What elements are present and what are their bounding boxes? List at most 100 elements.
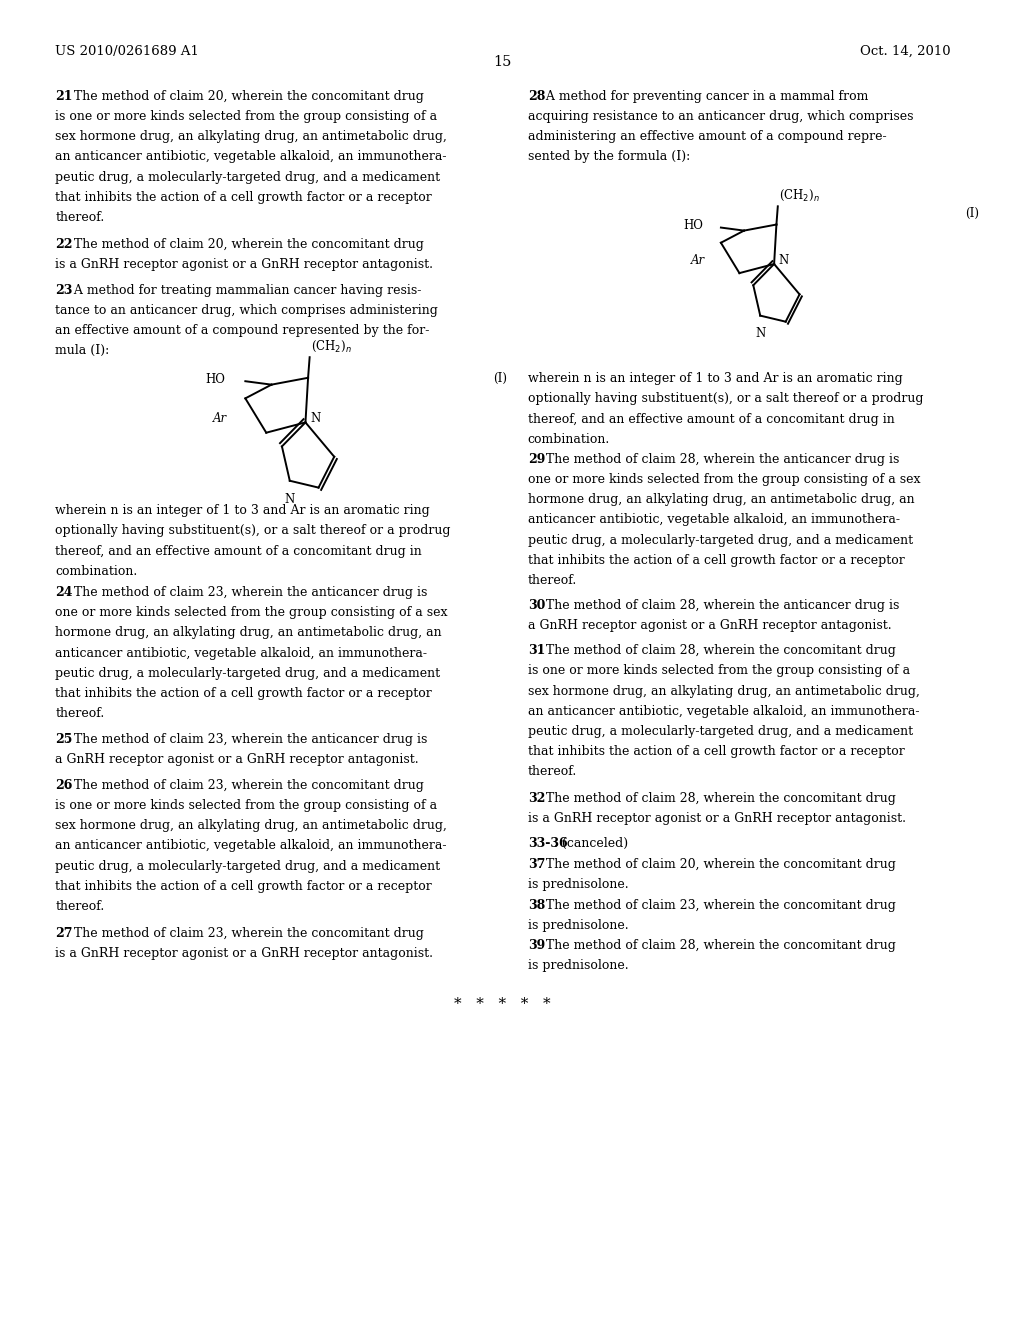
Text: N: N [755, 326, 765, 339]
Text: is one or more kinds selected from the group consisting of a: is one or more kinds selected from the g… [527, 664, 910, 677]
Text: thereof.: thereof. [527, 766, 578, 779]
Text: . The method of claim 28, wherein the anticancer drug is: . The method of claim 28, wherein the an… [539, 453, 900, 466]
Text: an effective amount of a compound represented by the for-: an effective amount of a compound repres… [55, 325, 430, 337]
Text: that inhibits the action of a cell growth factor or a receptor: that inhibits the action of a cell growt… [55, 879, 432, 892]
Text: that inhibits the action of a cell growth factor or a receptor: that inhibits the action of a cell growt… [55, 686, 432, 700]
Text: one or more kinds selected from the group consisting of a sex: one or more kinds selected from the grou… [527, 473, 921, 486]
Text: . The method of claim 20, wherein the concomitant drug: . The method of claim 20, wherein the co… [66, 90, 424, 103]
Text: 27: 27 [55, 927, 73, 940]
Text: . The method of claim 28, wherein the concomitant drug: . The method of claim 28, wherein the co… [539, 939, 896, 952]
Text: is prednisolone.: is prednisolone. [527, 958, 629, 972]
Text: is prednisolone.: is prednisolone. [527, 919, 629, 932]
Text: 29: 29 [527, 453, 545, 466]
Text: thereof, and an effective amount of a concomitant drug in: thereof, and an effective amount of a co… [527, 413, 895, 425]
Text: 26: 26 [55, 779, 73, 792]
Text: 37: 37 [527, 858, 545, 871]
Text: peutic drug, a molecularly-targeted drug, and a medicament: peutic drug, a molecularly-targeted drug… [55, 667, 440, 680]
Text: N: N [310, 412, 321, 425]
Text: administering an effective amount of a compound repre-: administering an effective amount of a c… [527, 131, 887, 143]
Text: is prednisolone.: is prednisolone. [527, 878, 629, 891]
Text: 28: 28 [527, 90, 545, 103]
Text: optionally having substituent(s), or a salt thereof or a prodrug: optionally having substituent(s), or a s… [55, 524, 451, 537]
Text: is one or more kinds selected from the group consisting of a: is one or more kinds selected from the g… [55, 799, 437, 812]
Text: that inhibits the action of a cell growth factor or a receptor: that inhibits the action of a cell growt… [55, 190, 432, 203]
Text: is a GnRH receptor agonist or a GnRH receptor antagonist.: is a GnRH receptor agonist or a GnRH rec… [55, 946, 433, 960]
Text: 22: 22 [55, 238, 73, 251]
Text: an anticancer antibiotic, vegetable alkaloid, an immunothera-: an anticancer antibiotic, vegetable alka… [55, 150, 446, 164]
Text: that inhibits the action of a cell growth factor or a receptor: that inhibits the action of a cell growt… [527, 744, 904, 758]
Text: Ar: Ar [213, 412, 227, 425]
Text: (CH$_2$)$_n$: (CH$_2$)$_n$ [778, 187, 819, 203]
Text: 39: 39 [527, 939, 545, 952]
Text: is a GnRH receptor agonist or a GnRH receptor antagonist.: is a GnRH receptor agonist or a GnRH rec… [55, 257, 433, 271]
Text: . The method of claim 20, wherein the concomitant drug: . The method of claim 20, wherein the co… [539, 858, 896, 871]
Text: . The method of claim 23, wherein the concomitant drug: . The method of claim 23, wherein the co… [539, 899, 896, 912]
Text: anticancer antibiotic, vegetable alkaloid, an immunothera-: anticancer antibiotic, vegetable alkaloi… [55, 647, 427, 660]
Text: peutic drug, a molecularly-targeted drug, and a medicament: peutic drug, a molecularly-targeted drug… [527, 533, 913, 546]
Text: 32: 32 [527, 792, 545, 805]
Text: . The method of claim 28, wherein the anticancer drug is: . The method of claim 28, wherein the an… [539, 599, 900, 612]
Text: a GnRH receptor agonist or a GnRH receptor antagonist.: a GnRH receptor agonist or a GnRH recept… [527, 619, 892, 632]
Text: wherein n is an integer of 1 to 3 and Ar is an aromatic ring: wherein n is an integer of 1 to 3 and Ar… [55, 504, 430, 517]
Text: optionally having substituent(s), or a salt thereof or a prodrug: optionally having substituent(s), or a s… [527, 392, 924, 405]
Text: (CH$_2$)$_n$: (CH$_2$)$_n$ [310, 338, 351, 354]
Text: thereof.: thereof. [55, 211, 104, 224]
Text: thereof, and an effective amount of a concomitant drug in: thereof, and an effective amount of a co… [55, 545, 422, 557]
Text: is a GnRH receptor agonist or a GnRH receptor antagonist.: is a GnRH receptor agonist or a GnRH rec… [527, 812, 906, 825]
Text: 31: 31 [527, 644, 545, 657]
Text: . A method for treating mammalian cancer having resis-: . A method for treating mammalian cancer… [66, 284, 421, 297]
Text: US 2010/0261689 A1: US 2010/0261689 A1 [55, 45, 200, 58]
Text: 30: 30 [527, 599, 545, 612]
Text: peutic drug, a molecularly-targeted drug, and a medicament: peutic drug, a molecularly-targeted drug… [55, 859, 440, 873]
Text: peutic drug, a molecularly-targeted drug, and a medicament: peutic drug, a molecularly-targeted drug… [55, 170, 440, 183]
Text: (I): (I) [493, 372, 507, 385]
Text: combination.: combination. [527, 433, 610, 446]
Text: sex hormone drug, an alkylating drug, an antimetabolic drug,: sex hormone drug, an alkylating drug, an… [527, 685, 920, 697]
Text: . A method for preventing cancer in a mammal from: . A method for preventing cancer in a ma… [539, 90, 868, 103]
Text: an anticancer antibiotic, vegetable alkaloid, an immunothera-: an anticancer antibiotic, vegetable alka… [527, 705, 920, 718]
Text: sex hormone drug, an alkylating drug, an antimetabolic drug,: sex hormone drug, an alkylating drug, an… [55, 131, 447, 143]
Text: one or more kinds selected from the group consisting of a sex: one or more kinds selected from the grou… [55, 606, 447, 619]
Text: . (canceled): . (canceled) [554, 837, 629, 850]
Text: . The method of claim 28, wherein the concomitant drug: . The method of claim 28, wherein the co… [539, 644, 896, 657]
Text: . The method of claim 28, wherein the concomitant drug: . The method of claim 28, wherein the co… [539, 792, 896, 805]
Text: hormone drug, an alkylating drug, an antimetabolic drug, an: hormone drug, an alkylating drug, an ant… [55, 627, 442, 639]
Text: N: N [285, 494, 295, 506]
Text: that inhibits the action of a cell growth factor or a receptor: that inhibits the action of a cell growt… [527, 553, 904, 566]
Text: HO: HO [206, 372, 225, 385]
Text: thereof.: thereof. [55, 900, 104, 913]
Text: a GnRH receptor agonist or a GnRH receptor antagonist.: a GnRH receptor agonist or a GnRH recept… [55, 752, 419, 766]
Text: thereof.: thereof. [527, 574, 578, 587]
Text: . The method of claim 23, wherein the concomitant drug: . The method of claim 23, wherein the co… [66, 927, 424, 940]
Text: 25: 25 [55, 733, 73, 746]
Text: sex hormone drug, an alkylating drug, an antimetabolic drug,: sex hormone drug, an alkylating drug, an… [55, 820, 447, 832]
Text: 15: 15 [494, 55, 512, 70]
Text: Ar: Ar [690, 255, 705, 268]
Text: tance to an anticancer drug, which comprises administering: tance to an anticancer drug, which compr… [55, 304, 438, 317]
Text: . The method of claim 23, wherein the anticancer drug is: . The method of claim 23, wherein the an… [66, 733, 427, 746]
Text: 24: 24 [55, 586, 73, 599]
Text: mula (I):: mula (I): [55, 345, 110, 358]
Text: sented by the formula (I):: sented by the formula (I): [527, 150, 690, 164]
Text: 33-36: 33-36 [527, 837, 567, 850]
Text: (I): (I) [966, 207, 979, 220]
Text: 38: 38 [527, 899, 545, 912]
Text: hormone drug, an alkylating drug, an antimetabolic drug, an: hormone drug, an alkylating drug, an ant… [527, 494, 914, 506]
Text: thereof.: thereof. [55, 708, 104, 721]
Text: . The method of claim 20, wherein the concomitant drug: . The method of claim 20, wherein the co… [66, 238, 424, 251]
Text: wherein n is an integer of 1 to 3 and Ar is an aromatic ring: wherein n is an integer of 1 to 3 and Ar… [527, 372, 902, 385]
Text: N: N [778, 255, 788, 268]
Text: Oct. 14, 2010: Oct. 14, 2010 [859, 45, 950, 58]
Text: 21: 21 [55, 90, 73, 103]
Text: anticancer antibiotic, vegetable alkaloid, an immunothera-: anticancer antibiotic, vegetable alkaloi… [527, 513, 900, 527]
Text: . The method of claim 23, wherein the concomitant drug: . The method of claim 23, wherein the co… [66, 779, 424, 792]
Text: acquiring resistance to an anticancer drug, which comprises: acquiring resistance to an anticancer dr… [527, 110, 913, 123]
Text: peutic drug, a molecularly-targeted drug, and a medicament: peutic drug, a molecularly-targeted drug… [527, 725, 913, 738]
Text: . The method of claim 23, wherein the anticancer drug is: . The method of claim 23, wherein the an… [66, 586, 427, 599]
Text: combination.: combination. [55, 565, 137, 578]
Text: *   *   *   *   *: * * * * * [455, 997, 551, 1011]
Text: an anticancer antibiotic, vegetable alkaloid, an immunothera-: an anticancer antibiotic, vegetable alka… [55, 840, 446, 853]
Text: is one or more kinds selected from the group consisting of a: is one or more kinds selected from the g… [55, 110, 437, 123]
Text: HO: HO [683, 219, 703, 232]
Text: 23: 23 [55, 284, 73, 297]
